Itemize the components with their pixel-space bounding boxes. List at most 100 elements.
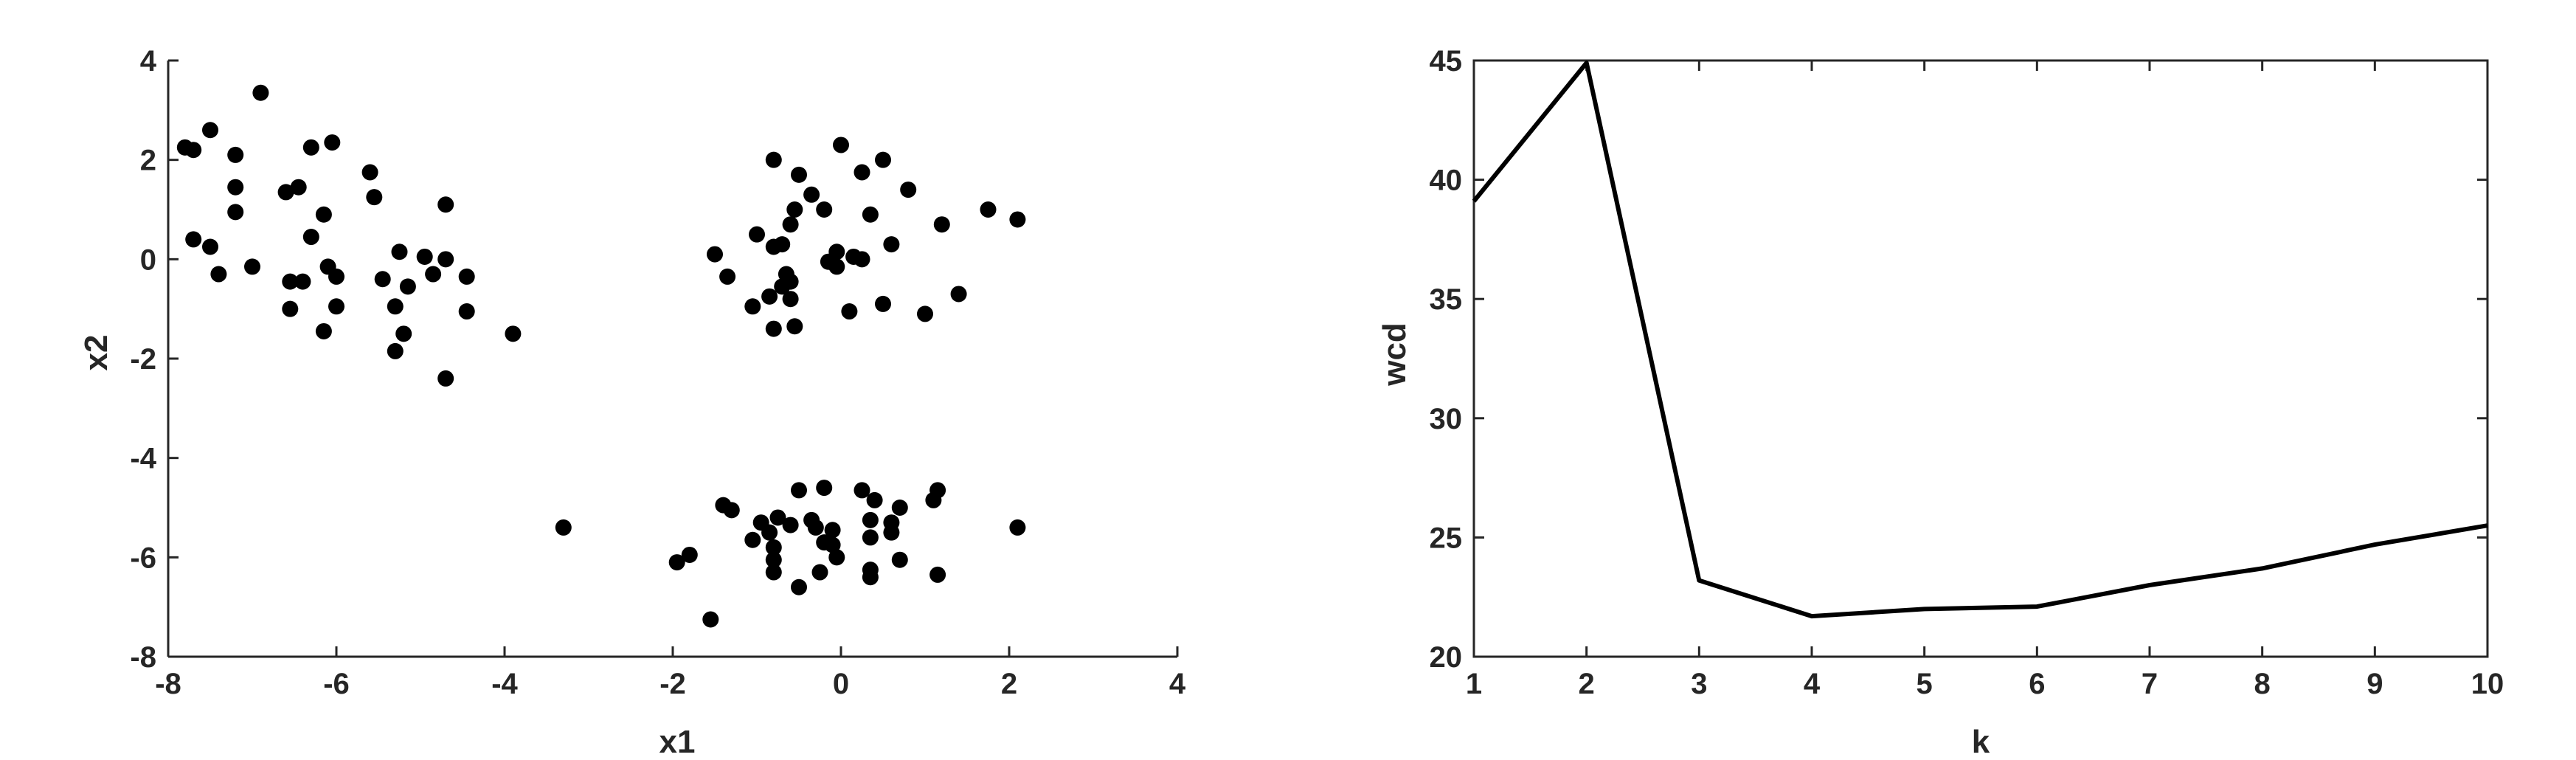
scatter-point xyxy=(391,243,408,260)
scatter-point xyxy=(244,258,260,275)
scatter-point xyxy=(749,226,765,243)
scatter-point xyxy=(824,536,841,553)
scatter-y-axis-label: x2 xyxy=(78,335,114,371)
scatter-point xyxy=(854,251,870,268)
line-x-tick-label: 4 xyxy=(1804,668,1821,700)
scatter-point xyxy=(841,303,858,320)
line-x-tick-label: 10 xyxy=(2471,668,2504,700)
line-x-tick-label: 9 xyxy=(2366,668,2383,700)
scatter-y-tick-labels: 4 2 0 -2 -4 -6 -8 xyxy=(130,45,156,674)
scatter-point xyxy=(395,325,412,342)
scatter-point xyxy=(786,201,803,218)
scatter-point xyxy=(361,164,378,181)
scatter-point xyxy=(862,529,879,546)
scatter-point xyxy=(811,564,828,581)
scatter-y-tick-label: -4 xyxy=(130,443,156,475)
scatter-point xyxy=(765,564,782,581)
scatter-point xyxy=(929,566,946,583)
scatter-point xyxy=(1009,519,1026,536)
line-x-tick-label: 1 xyxy=(1466,668,1482,700)
scatter-point xyxy=(723,502,740,519)
scatter-point xyxy=(315,322,332,339)
scatter-point xyxy=(1009,211,1026,228)
line-x-tick-label: 5 xyxy=(1917,668,1933,700)
scatter-point xyxy=(399,278,416,295)
scatter-point xyxy=(782,517,799,533)
scatter-point xyxy=(227,204,244,221)
scatter-point xyxy=(702,611,719,628)
scatter-axes xyxy=(167,59,1179,658)
scatter-point xyxy=(791,482,807,499)
scatter-point xyxy=(862,511,879,528)
scatter-point xyxy=(862,569,879,586)
scatter-x-tick-label: 2 xyxy=(1001,668,1017,700)
scatter-point xyxy=(765,539,782,556)
line-y-axis-label: wcd xyxy=(1377,322,1413,387)
line-y-tick-label: 25 xyxy=(1430,522,1463,554)
scatter-point xyxy=(437,370,454,387)
scatter-x-tick-label: 4 xyxy=(1169,668,1186,700)
scatter-y-tick-label: 0 xyxy=(140,243,156,276)
line-y-tick-label: 30 xyxy=(1430,403,1463,435)
scatter-point xyxy=(891,500,908,516)
scatter-x-axis-label: x1 xyxy=(659,724,696,760)
scatter-point xyxy=(185,231,202,248)
scatter-point xyxy=(202,238,218,255)
scatter-point xyxy=(252,84,269,101)
scatter-point xyxy=(744,531,761,548)
scatter-point xyxy=(458,303,475,320)
scatter-point xyxy=(681,546,698,563)
scatter-y-tick-label: -8 xyxy=(130,641,156,674)
scatter-point xyxy=(210,266,227,283)
wcd-line xyxy=(1472,61,2488,619)
line-x-tick-label: 6 xyxy=(2029,668,2045,700)
line-x-tick-label: 8 xyxy=(2254,668,2271,700)
scatter-point xyxy=(786,318,803,335)
scatter-points xyxy=(176,84,1026,628)
scatter-x-tick-label: -4 xyxy=(491,668,518,700)
scatter-x-tick-label: 0 xyxy=(833,668,849,700)
scatter-point xyxy=(227,146,244,163)
scatter-point xyxy=(328,298,344,315)
scatter-point xyxy=(505,325,522,342)
scatter-point xyxy=(765,551,782,568)
scatter-point xyxy=(791,578,807,595)
scatter-point xyxy=(366,189,383,206)
scatter-point xyxy=(883,524,900,541)
line-y-tick-label: 35 xyxy=(1430,283,1463,316)
scatter-point xyxy=(761,524,778,541)
line-x-tick-labels: 1 2 3 4 5 6 7 8 9 10 xyxy=(1466,668,2504,700)
line-axes xyxy=(1472,59,2489,658)
line-y-tick-label: 20 xyxy=(1430,641,1463,674)
scatter-point xyxy=(707,246,723,263)
scatter-point xyxy=(282,300,299,317)
scatter-point xyxy=(917,305,933,322)
scatter-point xyxy=(744,298,761,315)
scatter-point xyxy=(883,236,900,253)
scatter-point xyxy=(328,268,344,285)
scatter-point xyxy=(555,519,572,536)
scatter-point xyxy=(719,268,736,285)
scatter-point xyxy=(290,179,307,196)
scatter-point xyxy=(866,491,883,508)
scatter-point xyxy=(803,186,820,203)
scatter-point xyxy=(862,206,879,223)
scatter-point xyxy=(828,258,845,275)
scatter-y-tick-label: -2 xyxy=(130,343,156,376)
scatter-point xyxy=(387,342,404,359)
line-y-tick-label: 40 xyxy=(1430,165,1463,197)
line-y-tick-label: 45 xyxy=(1430,45,1463,77)
scatter-point xyxy=(315,206,332,223)
scatter-point xyxy=(929,482,946,499)
scatter-point xyxy=(387,298,404,315)
line-axes-box xyxy=(1472,59,2489,658)
scatter-point xyxy=(227,179,244,196)
scatter-point xyxy=(891,551,908,568)
scatter-point xyxy=(791,166,807,183)
scatter-point xyxy=(458,268,475,285)
scatter-x-tick-labels: -8 -6 -4 -2 0 2 4 xyxy=(155,668,1186,700)
scatter-point xyxy=(774,236,791,253)
line-x-axis-label: k xyxy=(1972,724,1990,760)
